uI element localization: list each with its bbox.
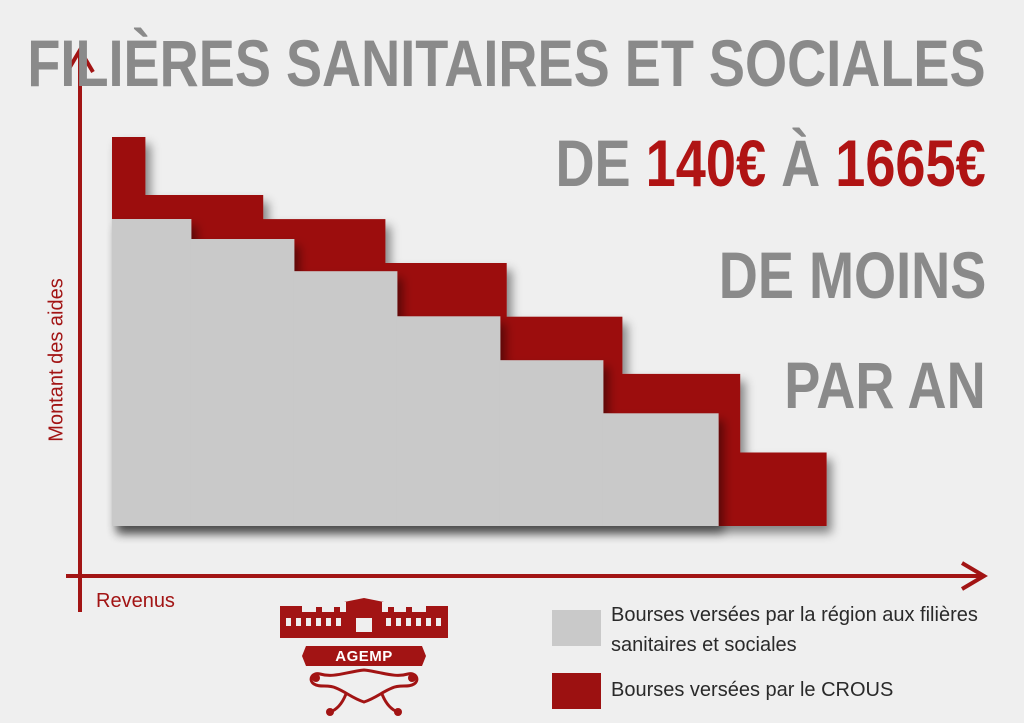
title-line-1: FILIÈRES SANITAIRES ET SOCIALES <box>27 26 986 100</box>
region-step-4 <box>396 316 501 526</box>
logo-text: AGEMP <box>335 648 393 665</box>
legend-label-crous: Bourses versées par le CROUS <box>611 679 894 701</box>
legend-item-crous: Bourses versées par le CROUS <box>552 673 894 709</box>
crous-step-7 <box>739 452 827 526</box>
max-savings-value: 1665€ <box>835 126 986 200</box>
agemp-logo-graphic <box>280 598 448 716</box>
region-step-3 <box>293 271 398 526</box>
legend-swatch-crous <box>552 673 601 709</box>
title-line-2: DE 140€ À 1665€ <box>556 128 986 198</box>
x-axis-label: Revenus <box>96 590 175 612</box>
title-connector: À <box>766 126 836 200</box>
title-prefix: DE <box>555 126 646 200</box>
y-axis-label: Montant des aides <box>45 278 68 442</box>
title-line-3: DE MOINS <box>718 238 986 312</box>
x-axis-arrowhead <box>960 561 988 591</box>
region-step-2 <box>190 239 295 526</box>
y-axis-arrowhead <box>65 46 95 74</box>
min-savings-value: 140€ <box>645 126 767 200</box>
agemp-logo: AGEMP <box>276 598 452 723</box>
legend-swatch-region <box>552 610 601 646</box>
legend-label-region: Bourses versées par la région aux filièr… <box>611 604 978 656</box>
axes <box>65 46 988 612</box>
region-step-1 <box>112 219 192 526</box>
region-step-5 <box>499 360 604 526</box>
title-line-4: PAR AN <box>784 348 986 422</box>
region-series <box>112 219 719 526</box>
legend-item-region: Bourses versées par la région aux filièr… <box>552 600 1024 660</box>
region-step-6 <box>602 413 719 526</box>
